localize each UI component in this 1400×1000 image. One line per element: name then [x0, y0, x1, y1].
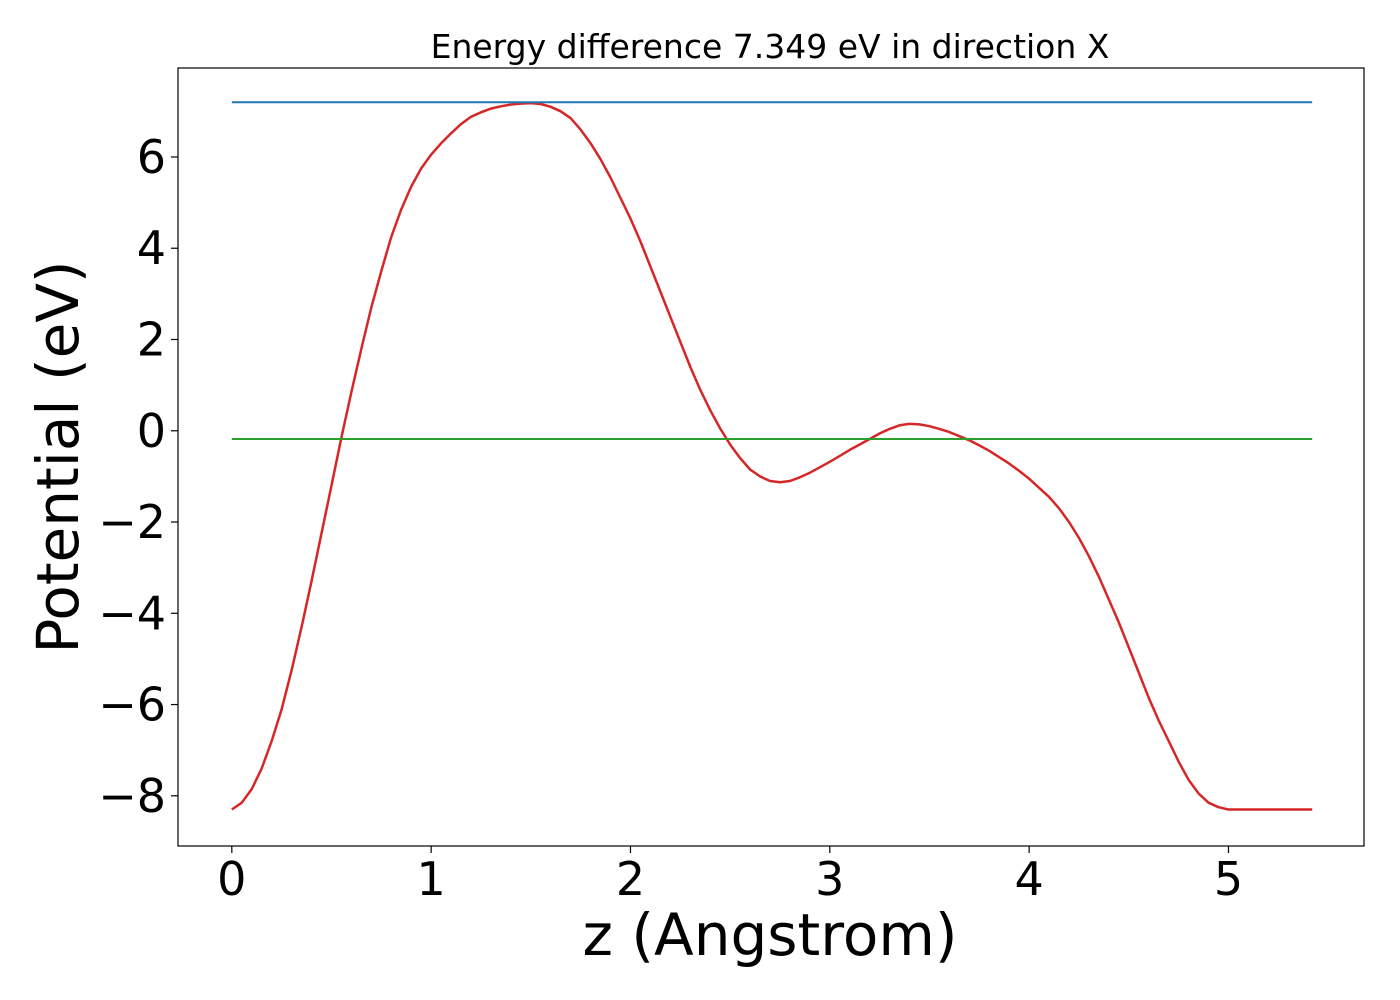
y-tick-label: 2 — [137, 313, 166, 367]
y-tick-label: −2 — [98, 495, 166, 549]
x-tick-label: 2 — [616, 852, 645, 906]
series-layer — [231, 101, 1313, 811]
series-line-0 — [231, 101, 1313, 811]
plot-frame — [177, 67, 1365, 847]
y-tick-label: 6 — [137, 130, 166, 184]
x-tick-label: 5 — [1214, 852, 1243, 906]
chart-title: Energy difference 7.349 eV in direction … — [431, 27, 1110, 66]
y-tick-label: −4 — [98, 586, 166, 640]
y-axis: 6 4 2 0 −2 −4 −6 −8 — [98, 130, 178, 823]
x-axis-label: z (Angstrom) — [583, 901, 958, 969]
x-tick-label: 1 — [417, 852, 446, 906]
x-axis: 0 1 2 3 4 5 — [217, 846, 1243, 906]
y-tick-label: 4 — [137, 221, 166, 275]
y-axis-label: Potential (eV) — [24, 260, 92, 653]
y-tick-label: 0 — [137, 404, 166, 458]
x-tick-label: 3 — [815, 852, 844, 906]
y-tick-label: −8 — [98, 769, 166, 823]
y-tick-label: −6 — [98, 678, 166, 732]
x-tick-label: 4 — [1014, 852, 1043, 906]
x-tick-label: 0 — [217, 852, 246, 906]
